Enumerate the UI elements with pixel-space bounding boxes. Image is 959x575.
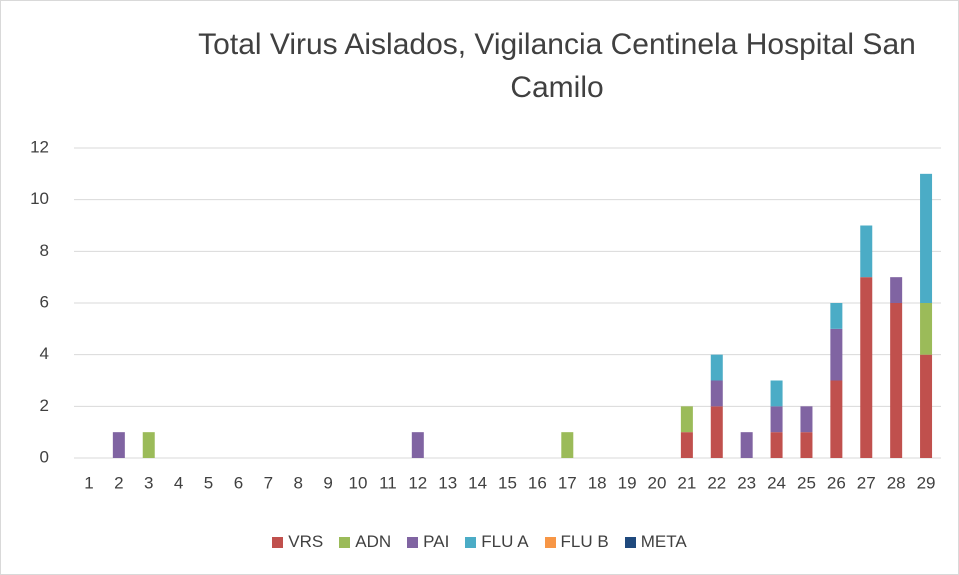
bar-segment [830,303,843,329]
x-tick-label: 24 [767,473,786,492]
x-tick-label: 14 [468,473,487,492]
bar-segment [890,303,903,458]
x-tick-label: 20 [648,473,667,492]
legend-item: FLU A [465,532,529,552]
x-tick-label: 3 [144,473,153,492]
bar-segment [920,173,933,303]
legend-swatch [339,536,351,548]
y-tick-label: 12 [30,137,49,156]
x-tick-label: 12 [408,473,427,492]
x-tick-label: 18 [588,473,607,492]
x-tick-label: 8 [293,473,302,492]
legend: VRS ADN PAI FLU A FLU B META [1,532,958,552]
bar-segment [830,380,843,458]
legend-label: META [640,532,687,551]
x-tick-label: 15 [498,473,517,492]
x-tick-label: 19 [618,473,637,492]
legend-swatch [544,536,556,548]
x-tick-label: 29 [917,473,936,492]
x-tick-label: 23 [737,473,756,492]
bar-segment [710,406,723,458]
x-tick-label: 13 [438,473,457,492]
legend-swatch [624,536,636,548]
legend-item: PAI [407,532,449,552]
x-tick-label: 22 [707,473,726,492]
x-tick-label: 2 [114,473,123,492]
legend-label: PAI [423,532,450,551]
y-tick-label: 0 [40,447,49,466]
bar-segment [561,432,574,458]
legend-swatch [465,536,477,548]
x-tick-label: 10 [349,473,368,492]
x-tick-label: 9 [323,473,332,492]
bar-segment [800,406,813,433]
x-tick-label: 11 [379,473,397,492]
bar-segment [920,303,933,355]
bar-segment [680,432,693,458]
x-tick-label: 6 [234,473,243,492]
legend-label: FLU B [560,532,609,551]
y-tick-label: 2 [40,396,49,415]
legend-item: FLU B [544,532,609,552]
bar-segment [770,432,783,458]
x-tick-label: 17 [558,473,577,492]
bar-segment [411,432,424,458]
legend-label: VRS [288,532,324,551]
x-tick-label: 27 [857,473,876,492]
bar-segment [740,432,753,458]
bar-segment [112,432,125,458]
y-tick-label: 8 [40,241,49,260]
legend-swatch [272,536,284,548]
x-tick-label: 7 [264,473,273,492]
y-tick-label: 4 [40,344,49,363]
bar-segment [830,328,843,381]
bar-segment [860,225,873,278]
bar-segment [890,277,903,303]
x-tick-label: 4 [174,473,183,492]
x-tick-label: 16 [528,473,547,492]
y-tick-label: 6 [40,292,49,311]
x-tick-label: 5 [204,473,213,492]
legend-swatch [407,536,419,548]
x-tick-label: 25 [797,473,816,492]
x-tick-label: 1 [84,473,93,492]
bar-segment [680,406,693,433]
y-tick-label: 10 [30,189,49,208]
bar-segment [142,432,155,458]
bar-segment [860,277,873,458]
bar-segment [770,406,783,433]
legend-label: ADN [355,532,392,551]
legend-item: META [624,532,687,552]
legend-item: ADN [339,532,391,552]
x-tick-label: 26 [827,473,846,492]
bar-segment [770,380,783,407]
chart-title: Total Virus Aislados, Vigilancia Centine… [198,28,916,104]
bar-segment [920,354,933,458]
legend-label: FLU A [481,532,529,551]
x-tick-label: 28 [887,473,906,492]
bar-segment [800,432,813,458]
bar-segment [710,354,723,381]
legend-item: VRS [272,532,323,552]
x-tick-label: 21 [677,473,696,492]
bar-segment [710,380,723,407]
